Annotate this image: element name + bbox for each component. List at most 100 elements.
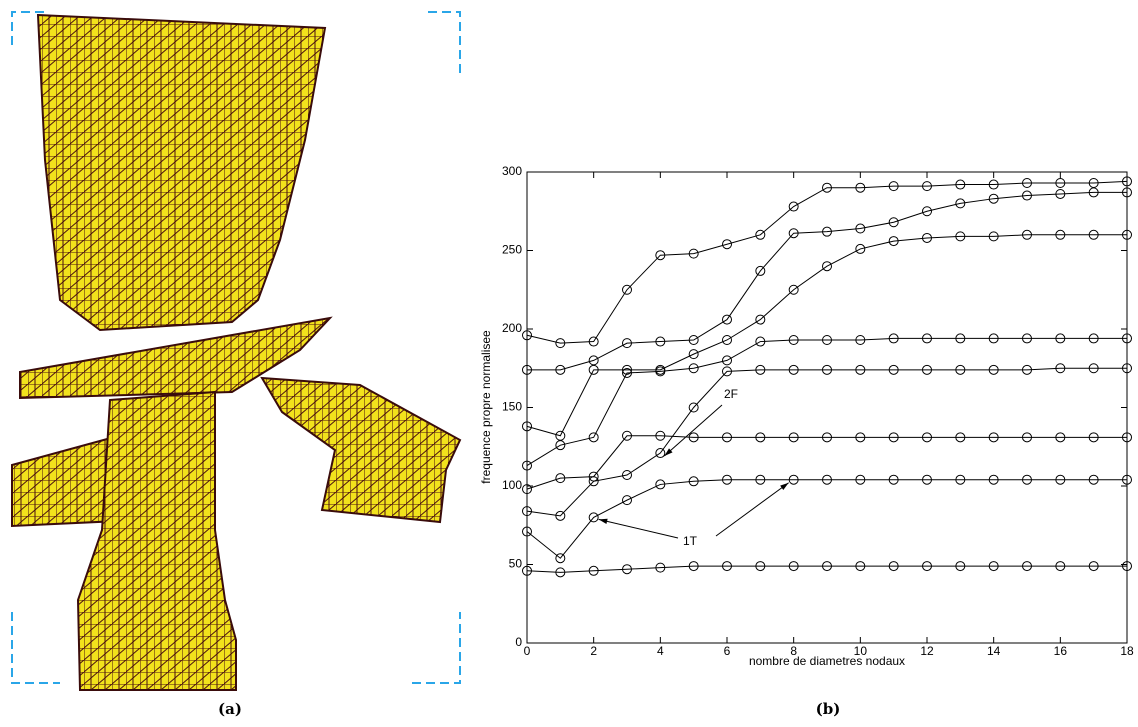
caption: (b)	[816, 700, 841, 718]
point	[988, 474, 999, 485]
point	[955, 231, 966, 242]
point	[722, 366, 732, 377]
annotation-arrow	[715, 482, 789, 537]
point	[855, 334, 866, 345]
annotation-arrow	[598, 518, 679, 539]
series-line	[526, 479, 1127, 559]
point	[655, 479, 666, 490]
point	[788, 432, 799, 443]
point	[588, 565, 599, 576]
x-tick-label: 18	[1120, 644, 1134, 658]
annotation: 1T	[683, 534, 698, 548]
point	[1122, 229, 1132, 240]
point	[622, 430, 632, 441]
point	[722, 561, 732, 572]
point	[888, 364, 899, 375]
y-tick-label: 200	[502, 321, 522, 335]
x-tick-label: 10	[854, 644, 868, 658]
point	[588, 355, 599, 366]
y-tick-label: 250	[502, 243, 522, 257]
y-tick-label: 300	[502, 164, 522, 178]
point	[1088, 177, 1099, 188]
point	[1022, 561, 1032, 572]
point	[888, 561, 899, 572]
point	[522, 565, 532, 576]
point	[1022, 229, 1032, 240]
point	[722, 239, 732, 250]
x-tick-label: 4	[657, 644, 664, 658]
point	[688, 476, 699, 487]
point	[1122, 432, 1132, 443]
series-line	[526, 337, 1127, 467]
point	[722, 314, 732, 325]
point	[755, 364, 766, 375]
point	[1022, 333, 1032, 344]
point	[988, 364, 999, 375]
x-tick-label: 12	[920, 644, 934, 658]
point	[788, 201, 799, 212]
point	[655, 448, 666, 459]
x-axis-label: nombre de diametres nodaux	[749, 654, 905, 668]
arrow-head	[780, 482, 789, 490]
point	[888, 474, 899, 485]
point	[1088, 561, 1099, 572]
point	[1088, 333, 1099, 344]
point	[988, 561, 999, 572]
point	[788, 474, 799, 485]
point	[555, 510, 566, 521]
point	[888, 432, 899, 443]
point	[755, 561, 766, 572]
point	[1055, 561, 1066, 572]
point	[1088, 474, 1099, 485]
series-line	[526, 367, 1127, 517]
x-tick-label: 6	[724, 644, 731, 658]
y-tick-label: 150	[502, 400, 522, 414]
point	[822, 561, 832, 572]
point	[588, 476, 599, 487]
point	[922, 232, 932, 243]
point	[1055, 432, 1066, 443]
point	[1122, 474, 1132, 485]
point	[1055, 188, 1066, 199]
point	[522, 460, 532, 471]
point	[655, 562, 666, 573]
point	[922, 432, 932, 443]
point	[955, 333, 966, 344]
point	[755, 474, 766, 485]
point	[622, 367, 632, 378]
point	[955, 179, 966, 190]
point	[722, 474, 732, 485]
point	[1122, 187, 1132, 198]
point	[722, 355, 732, 366]
point	[622, 470, 632, 481]
x-tick-label: 2	[590, 644, 597, 658]
point	[522, 421, 532, 432]
point	[955, 432, 966, 443]
point	[755, 265, 766, 276]
point	[622, 338, 632, 349]
point	[988, 193, 999, 204]
point	[888, 333, 899, 344]
point	[888, 236, 899, 247]
point	[688, 363, 699, 374]
point	[1022, 474, 1032, 485]
point	[655, 250, 666, 261]
point	[1088, 432, 1099, 443]
point	[888, 181, 899, 192]
point	[1055, 333, 1066, 344]
point	[855, 223, 866, 234]
series-line	[526, 180, 1128, 344]
point	[1022, 177, 1032, 188]
point	[588, 512, 599, 523]
point	[722, 334, 732, 345]
arrow-head	[664, 448, 673, 457]
point	[1022, 364, 1032, 375]
point	[988, 333, 999, 344]
point	[855, 182, 866, 193]
point	[622, 564, 632, 575]
point	[788, 284, 799, 295]
y-tick-label: 100	[502, 478, 522, 492]
point	[955, 364, 966, 375]
point	[855, 474, 866, 485]
point	[555, 430, 566, 441]
